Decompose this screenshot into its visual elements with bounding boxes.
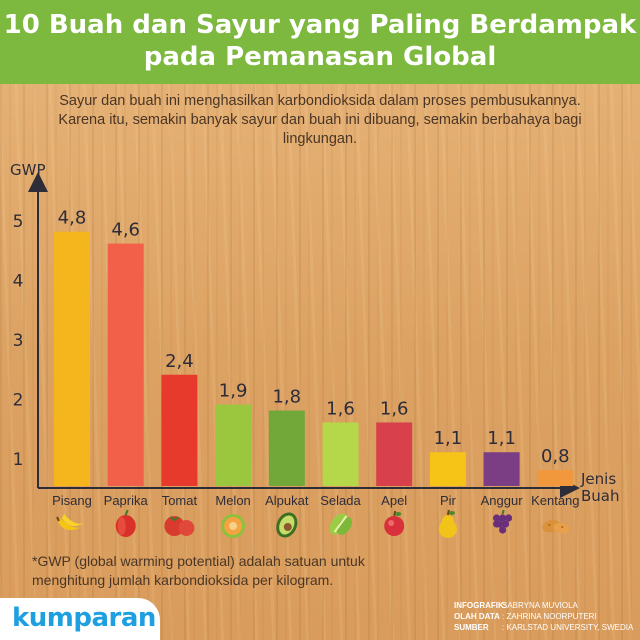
category-label: Anggur	[481, 493, 524, 508]
logo-plate	[0, 598, 160, 640]
x-axis-label-line1: Jenis	[580, 470, 616, 488]
tomato-icon	[164, 516, 195, 536]
bar-chart: GWP Jenis Buah 1 2 3 4 5 4,8 Pisang 4,6 Paprika…	[10, 161, 620, 538]
avocado-icon	[276, 512, 298, 538]
category-label: Melon	[215, 493, 250, 508]
y-tick-label: 3	[13, 331, 24, 351]
bar-paprika	[107, 243, 144, 486]
bars: 4,8 Pisang 4,6 Paprika 2,4 Tomat 1,9 Melon 1,8 Al…	[52, 208, 580, 538]
bar-alpukat	[268, 410, 305, 486]
brand-logo: kumparan	[12, 603, 156, 633]
bar-pisang	[54, 231, 90, 486]
data-label: 1,6	[380, 398, 409, 419]
subtitle-line2: Karena itu, semakin banyak sayur dan bua…	[58, 112, 582, 128]
credit-infografik-value: SABRYNA MUVIOLA	[502, 601, 578, 610]
credit-olah-data-label: OLAH DATA	[454, 612, 500, 621]
subtitle-line3: lingkungan.	[282, 131, 358, 147]
bar-apel	[376, 422, 413, 486]
pear-icon	[438, 509, 457, 538]
y-tick-label: 1	[13, 450, 24, 470]
data-label: 4,6	[111, 220, 140, 241]
potato-icon	[542, 519, 570, 534]
bar-selada	[322, 422, 359, 486]
paprika-icon	[115, 509, 136, 537]
grape-icon	[493, 509, 513, 534]
footnote-line2: menghitung jumlah karbondioksida per kil…	[32, 572, 334, 588]
credit-sumber-value: : KARLSTAD UNIVERSITY, SWEDIA	[502, 623, 634, 632]
lettuce-icon	[329, 513, 353, 535]
data-label: 1,1	[434, 428, 463, 449]
credit-sumber-label: SUMBER	[454, 623, 489, 632]
credits: INFOGRAFIK:SABRYNA MUVIOLA OLAH DATA: ZA…	[454, 600, 633, 633]
subtitle-line1: Sayur dan buah ini menghasilkan karbondi…	[59, 93, 581, 109]
data-label: 0,8	[541, 446, 570, 467]
footnote: *GWP (global warming potential) adalah s…	[32, 552, 432, 590]
credit-olah-data-value: : ZAHRINA NOORPUTERI	[502, 612, 597, 621]
bar-kentang	[537, 470, 574, 486]
subtitle: Sayur dan buah ini menghasilkan karbondi…	[10, 92, 630, 149]
category-label: Tomat	[162, 493, 198, 508]
y-tick-label: 2	[13, 391, 24, 411]
title-banner: 10 Buah dan Sayur yang Paling Berdampak …	[0, 0, 640, 84]
footnote-line1: *GWP (global warming potential) adalah s…	[32, 553, 365, 569]
bar-pir	[429, 452, 466, 486]
category-label: Selada	[320, 493, 361, 508]
y-tick-label: 5	[13, 212, 24, 232]
bar-anggur	[483, 452, 520, 486]
banana-icon	[56, 514, 86, 531]
data-label: 1,1	[487, 428, 516, 449]
category-label: Pir	[440, 493, 457, 508]
y-axis-label: GWP	[10, 161, 46, 179]
bar-tomat	[161, 374, 198, 486]
data-label: 2,4	[165, 351, 194, 372]
bar-melon	[215, 404, 252, 486]
data-label: 1,6	[326, 398, 355, 419]
data-label: 4,8	[58, 208, 87, 229]
page-title-line2: pada Pemanasan Global	[143, 42, 497, 72]
category-label: Alpukat	[265, 493, 309, 508]
y-tick-label: 4	[13, 271, 24, 291]
category-label: Apel	[381, 493, 407, 508]
y-ticks: 1 2 3 4 5	[13, 212, 24, 470]
category-label: Paprika	[104, 493, 149, 508]
x-axis-label-line2: Buah	[581, 487, 620, 505]
melon-icon	[221, 514, 246, 538]
apple-icon	[384, 510, 405, 536]
data-label: 1,9	[219, 381, 248, 402]
category-label: Kentang	[531, 493, 579, 508]
data-label: 1,8	[272, 387, 301, 408]
credit-infografik-label: INFOGRAFIK:	[454, 601, 507, 610]
page-title-line1: 10 Buah dan Sayur yang Paling Berdampak	[3, 10, 637, 40]
category-label: Pisang	[52, 493, 92, 508]
